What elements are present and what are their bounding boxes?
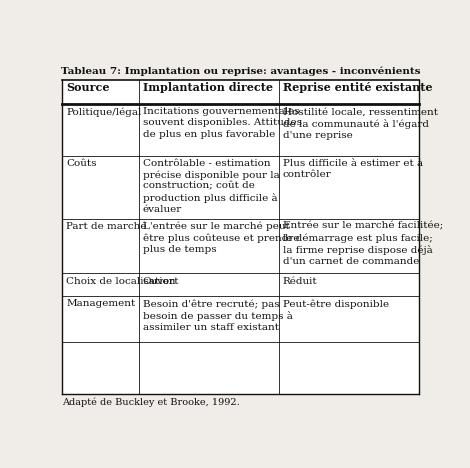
Text: Implantation directe: Implantation directe [143, 82, 273, 94]
Bar [63, 80, 419, 394]
Text: Part de marché: Part de marché [66, 222, 147, 231]
Text: Reprise entité existante: Reprise entité existante [283, 82, 432, 94]
Text: Politique/légal: Politique/légal [66, 107, 141, 117]
Text: Tableau 7: Implantation ou reprise: avantages - inconvénients: Tableau 7: Implantation ou reprise: avan… [61, 66, 421, 76]
Text: Coûts: Coûts [66, 159, 96, 168]
Text: Plus difficile à estimer et à
contrôler: Plus difficile à estimer et à contrôler [283, 159, 423, 179]
Text: Réduit: Réduit [283, 277, 317, 285]
Text: Besoin d'être recruté; pas
besoin de passer du temps à
assimiler un staff exista: Besoin d'être recruté; pas besoin de pas… [143, 299, 293, 332]
Text: Entrée sur le marché facilitée;
le démarrage est plus facile;
la firme reprise d: Entrée sur le marché facilitée; le démar… [283, 222, 443, 266]
Text: Incitations gouvernementales
souvent disponibles. Attitudes
de plus en plus favo: Incitations gouvernementales souvent dis… [143, 107, 302, 139]
Text: Choix de localisation: Choix de localisation [66, 277, 175, 285]
Text: Ouvert: Ouvert [143, 277, 179, 285]
Text: Source: Source [66, 82, 110, 94]
Text: Peut-être disponible: Peut-être disponible [283, 299, 389, 308]
Text: L'entrée sur le marché peut
être plus coûteuse et prendre
plus de temps: L'entrée sur le marché peut être plus co… [143, 222, 299, 254]
Text: Adapté de Buckley et Brooke, 1992.: Adapté de Buckley et Brooke, 1992. [63, 397, 240, 407]
Text: Management: Management [66, 299, 135, 308]
Text: Contrôlable - estimation
précise disponible pour la
construction; coût de
produc: Contrôlable - estimation précise disponi… [143, 159, 280, 214]
Text: Hostilité locale, ressentiment
de la communauté à l'égard
d'une reprise: Hostilité locale, ressentiment de la com… [283, 107, 438, 139]
